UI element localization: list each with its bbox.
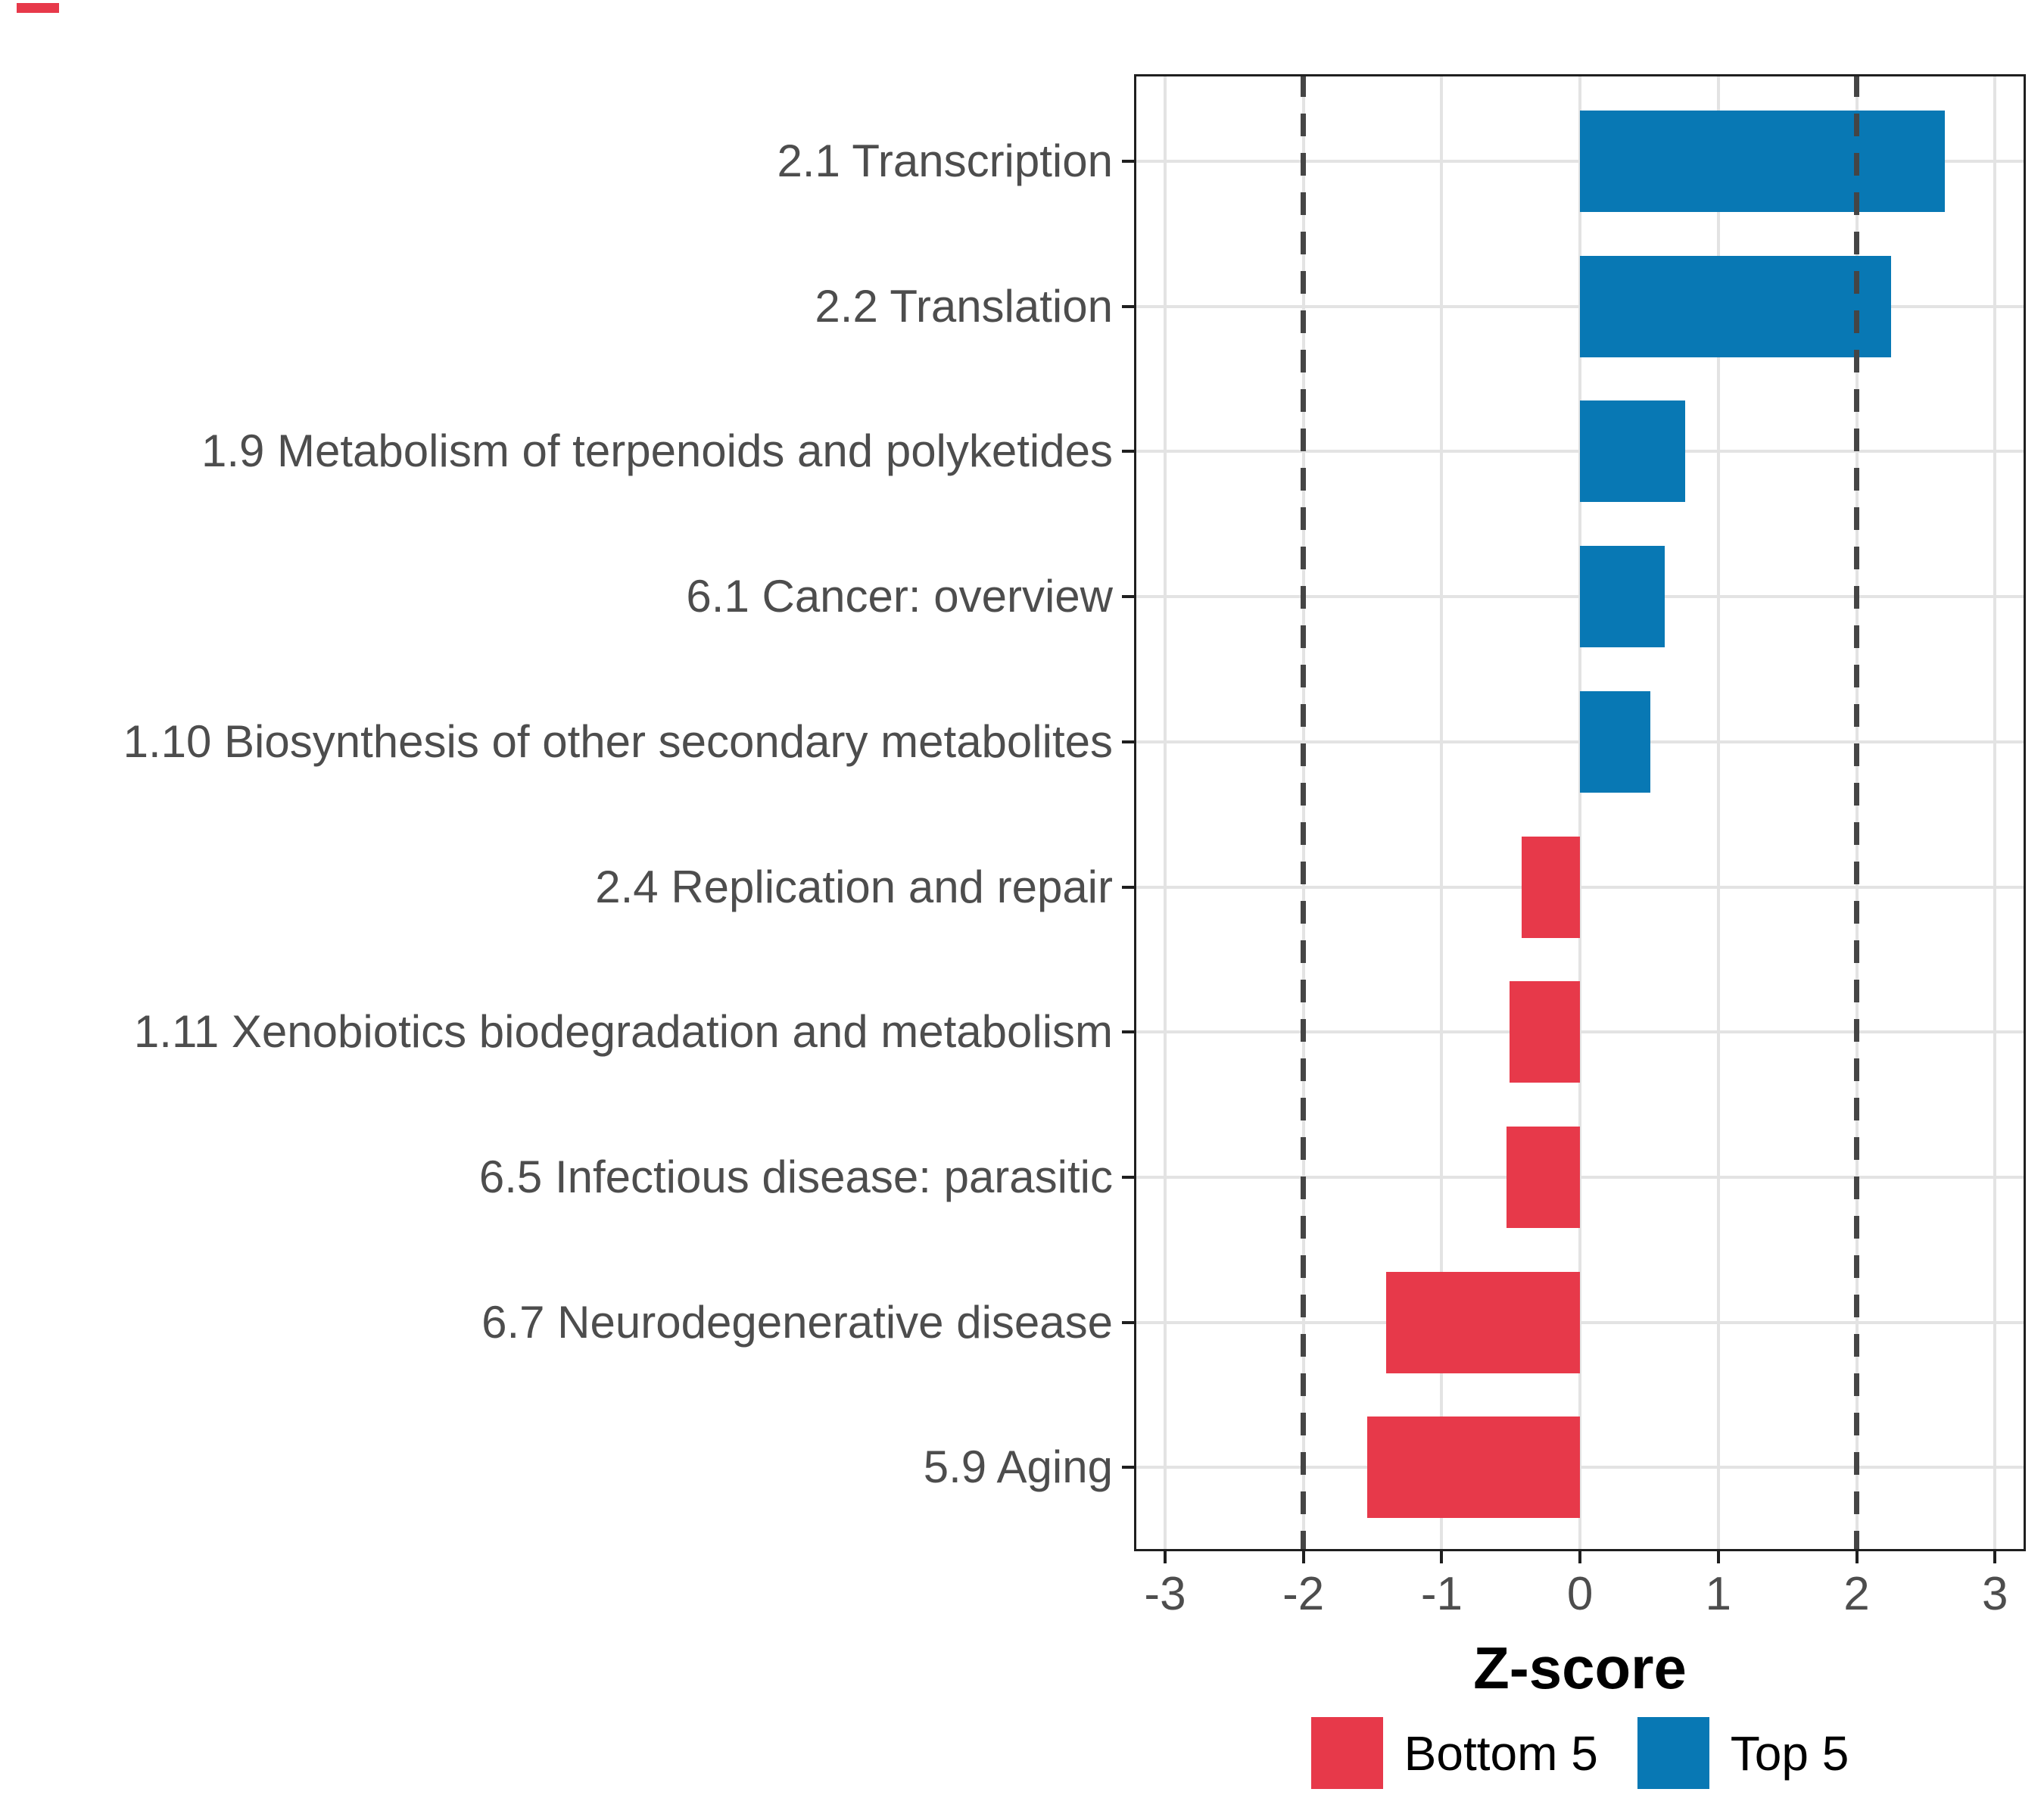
y-tick xyxy=(1122,595,1134,599)
y-tick xyxy=(1122,1466,1134,1469)
y-tick xyxy=(1122,1175,1134,1179)
x-tick xyxy=(1855,1551,1859,1563)
x-tick-label: 1 xyxy=(1705,1568,1732,1620)
bar-2.2-translation xyxy=(1580,255,1892,357)
bar-5.9-aging xyxy=(1366,1417,1581,1519)
bar-6.7-neurodegenerative-disease xyxy=(1386,1271,1581,1373)
x-gridline xyxy=(1440,74,1444,1551)
y-axis-label: 1.10 Biosynthesis of other secondary met… xyxy=(123,715,1113,767)
bar-1.10-biosynthesis-of-other-secondary-metabolites xyxy=(1580,690,1651,793)
y-axis-label: 6.1 Cancer: overview xyxy=(686,571,1113,622)
x-tick-label: -3 xyxy=(1144,1568,1186,1620)
y-axis-label: 2.1 Transcription xyxy=(777,136,1113,186)
x-tick xyxy=(1578,1551,1582,1563)
bar-1.11-xenobiotics-biodegradation-and-metabolism xyxy=(1509,981,1581,1083)
y-gridline xyxy=(1134,304,2026,308)
reference-line-z-2 xyxy=(1301,74,1307,1551)
x-tick-label: -1 xyxy=(1420,1568,1463,1620)
y-tick xyxy=(1122,450,1134,453)
y-tick xyxy=(1122,160,1134,163)
bar-1.9-metabolism-of-terpenoids-and-polyketides xyxy=(1580,400,1685,503)
y-tick xyxy=(1122,1320,1134,1324)
corner-artifact-mark xyxy=(17,3,59,13)
legend-item-bottom5: Bottom 5 xyxy=(1310,1717,1598,1789)
y-tick xyxy=(1122,304,1134,308)
bar-6.1-cancer-overview xyxy=(1580,546,1665,648)
y-axis-label: 1.11 Xenobiotics biodegradation and meta… xyxy=(133,1006,1113,1058)
y-axis-label: 5.9 Aging xyxy=(923,1441,1113,1493)
x-gridline xyxy=(1993,74,1997,1551)
y-axis-label: 6.5 Infectious disease: parasitic xyxy=(478,1151,1113,1202)
x-tick xyxy=(1164,1551,1167,1563)
x-gridline xyxy=(1164,74,1167,1551)
x-gridline xyxy=(1716,74,1720,1551)
x-tick xyxy=(1301,1551,1305,1563)
y-axis-label: 6.7 Neurodegenerative disease xyxy=(481,1296,1113,1348)
x-tick-label: 2 xyxy=(1843,1568,1870,1620)
bar-2.1-transcription xyxy=(1580,111,1946,212)
x-tick-label: 3 xyxy=(1981,1568,2008,1620)
plot-panel xyxy=(1134,74,2026,1551)
legend: Bottom 5 Top 5 xyxy=(1134,1717,2026,1789)
legend-swatch-bottom5 xyxy=(1310,1717,1383,1789)
y-gridline xyxy=(1134,160,2026,163)
y-tick xyxy=(1122,885,1134,889)
legend-label-bottom5: Bottom 5 xyxy=(1404,1725,1598,1781)
y-tick xyxy=(1122,740,1134,743)
y-gridline xyxy=(1134,450,2026,453)
y-axis-label: 2.2 Translation xyxy=(815,280,1113,332)
x-tick xyxy=(1716,1551,1720,1563)
legend-swatch-top5 xyxy=(1637,1717,1709,1789)
bar-6.5-infectious-disease-parasitic xyxy=(1507,1126,1581,1228)
y-gridline xyxy=(1134,740,2026,743)
y-gridline xyxy=(1134,595,2026,599)
x-axis-title: Z-score xyxy=(1473,1635,1687,1701)
y-axis-label: 1.9 Metabolism of terpenoids and polyket… xyxy=(201,425,1113,477)
y-axis-label: 2.4 Replication and repair xyxy=(595,861,1113,912)
x-tick-label: -2 xyxy=(1282,1568,1325,1620)
x-tick-label: 0 xyxy=(1566,1568,1594,1620)
x-tick xyxy=(1993,1551,1997,1563)
legend-item-top5: Top 5 xyxy=(1637,1717,1849,1789)
x-tick xyxy=(1440,1551,1444,1563)
bar-2.4-replication-and-repair xyxy=(1522,836,1581,938)
reference-line-z2 xyxy=(1854,74,1859,1551)
x-gridline xyxy=(1578,74,1582,1551)
y-tick xyxy=(1122,1030,1134,1034)
legend-label-top5: Top 5 xyxy=(1730,1725,1849,1781)
